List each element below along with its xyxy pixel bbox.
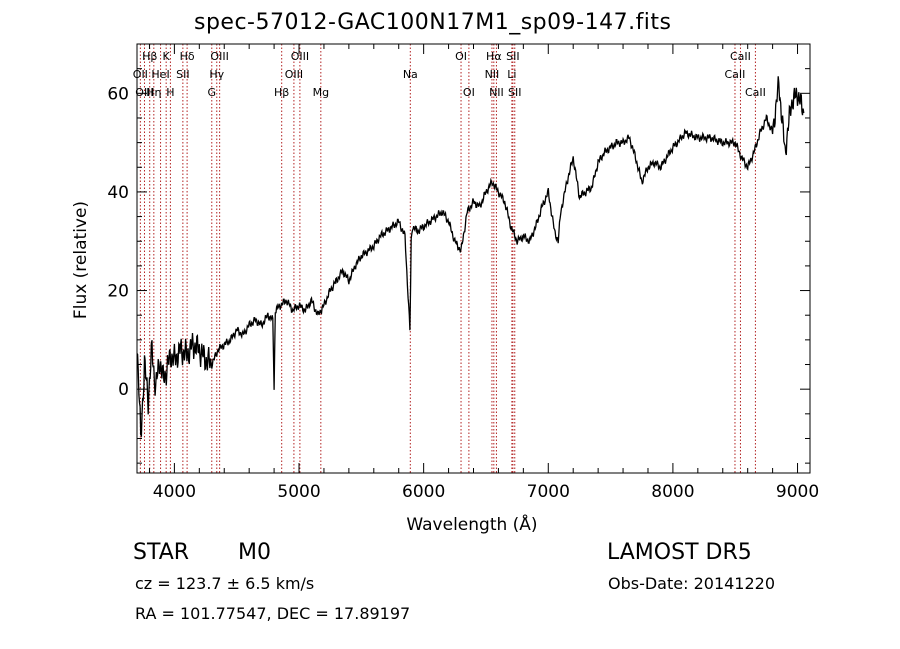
line-marker-label: OIII — [210, 50, 228, 63]
y-tick-label: 0 — [118, 380, 129, 400]
line-marker-label: OI — [455, 50, 467, 63]
chart-title: spec-57012-GAC100N17M1_sp09-147.fits — [194, 10, 672, 35]
line-marker-label: Li — [507, 68, 516, 81]
line-marker-label: Hβ — [142, 50, 157, 63]
y-tick-label: 60 — [107, 84, 129, 104]
coordinates: RA = 101.77547, DEC = 17.89197 — [135, 604, 411, 623]
subclass: M0 — [238, 540, 271, 565]
line-marker-label: OIII — [291, 50, 309, 63]
x-tick-label: 8000 — [651, 482, 694, 502]
x-tick-label: 5000 — [277, 482, 320, 502]
line-marker-label: Hη — [146, 86, 161, 99]
y-axis-label: Flux (relative) — [71, 201, 91, 319]
line-marker-label: HeI — [151, 68, 169, 81]
line-marker-label: CaII — [745, 86, 766, 99]
line-marker-label: Hγ — [209, 68, 224, 81]
survey-name: LAMOST DR5 — [607, 540, 752, 565]
x-tick-label: 9000 — [776, 482, 819, 502]
redshift-velocity: cz = 123.7 ± 6.5 km/s — [135, 574, 315, 593]
line-marker-label: SII — [176, 68, 189, 81]
line-marker-label: NII — [489, 86, 504, 99]
line-marker-label: Hα — [486, 50, 502, 63]
line-marker-label: Hβ — [274, 86, 289, 99]
line-marker-label: OI — [463, 86, 475, 99]
line-marker-label: SII — [506, 50, 519, 63]
line-marker-label: Na — [403, 68, 418, 81]
line-marker-label: G — [208, 86, 217, 99]
line-marker-label: K — [163, 50, 171, 63]
y-tick-label: 20 — [107, 282, 129, 302]
object-class: STAR — [133, 540, 190, 565]
line-marker-label: OIII — [285, 68, 303, 81]
line-marker-label: SII — [508, 86, 521, 99]
line-marker-label: H — [166, 86, 174, 99]
x-tick-label: 7000 — [527, 482, 570, 502]
line-marker-label: OIII — [135, 86, 153, 99]
x-tick-label: 4000 — [153, 482, 196, 502]
line-marker-label: CaII — [725, 68, 746, 81]
x-axis-label: Wavelength (Å) — [406, 513, 537, 535]
plot-frame — [136, 43, 811, 474]
spectrum-line — [136, 76, 805, 438]
line-marker-label: Mg — [313, 86, 329, 99]
line-marker-label: Hδ — [180, 50, 195, 63]
line-marker-label: OII — [133, 68, 148, 81]
y-tick-label: 40 — [107, 183, 129, 203]
obs-date: Obs-Date: 20141220 — [608, 574, 776, 593]
line-marker-label: NII — [485, 68, 500, 81]
x-tick-label: 6000 — [402, 482, 445, 502]
line-marker-label: CaII — [730, 50, 751, 63]
